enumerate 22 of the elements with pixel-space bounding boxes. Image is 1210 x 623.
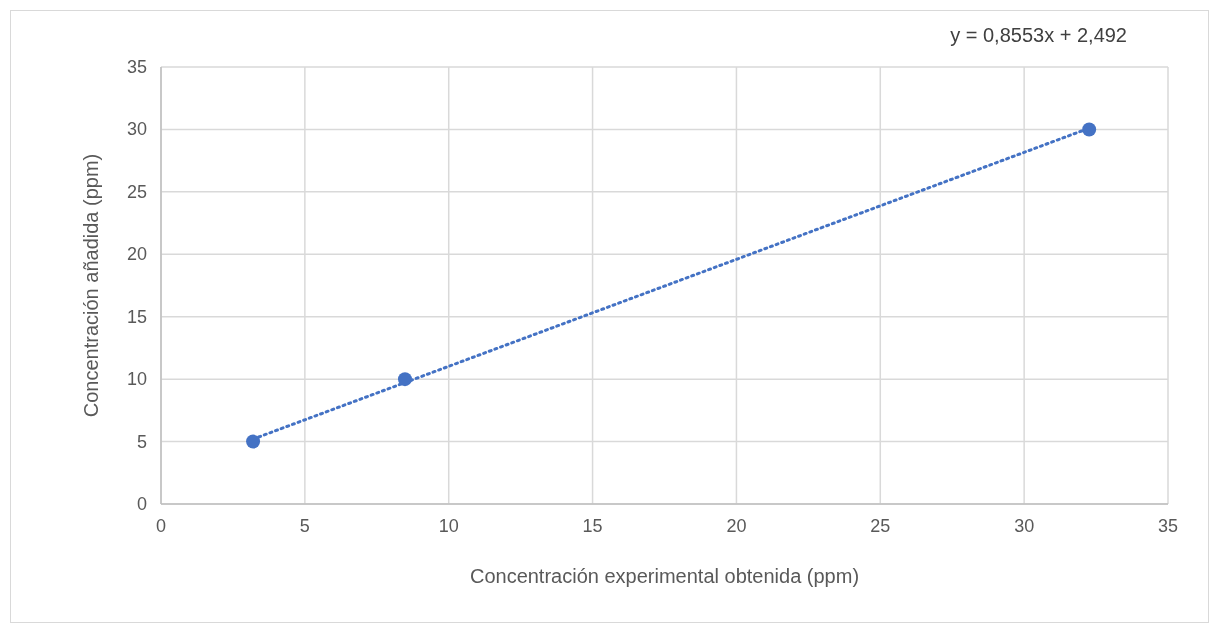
point xyxy=(397,372,412,387)
x-tick-label: 10 xyxy=(438,516,459,536)
point xyxy=(246,434,261,449)
x-tick-label: 30 xyxy=(1014,516,1035,536)
x-tick-label: 20 xyxy=(726,516,747,536)
y-tick-label: 0 xyxy=(136,494,147,514)
y-tick-label: 5 xyxy=(136,431,147,452)
y-tick-label: 35 xyxy=(126,57,147,77)
x-tick-label: 35 xyxy=(1157,516,1179,536)
x-tick-label: 25 xyxy=(870,516,891,536)
y-axis-title: Concentración añadida (ppm) xyxy=(80,153,102,418)
y-tick-label: 20 xyxy=(126,244,147,265)
text: y = 0,8553x + 2,492 xyxy=(950,24,1127,46)
y-tick-label: 25 xyxy=(126,181,147,202)
y-tick-label: 30 xyxy=(126,119,147,140)
x-tick-label: 0 xyxy=(155,516,167,536)
x-tick-label: 5 xyxy=(299,516,310,536)
y-tick-label: 10 xyxy=(126,369,147,390)
point xyxy=(1082,122,1097,137)
y-tick-label: 15 xyxy=(126,306,147,327)
x-axis-title: Concentración experimental obtenida (ppm) xyxy=(469,565,860,587)
x-tick-label: 15 xyxy=(582,516,603,536)
